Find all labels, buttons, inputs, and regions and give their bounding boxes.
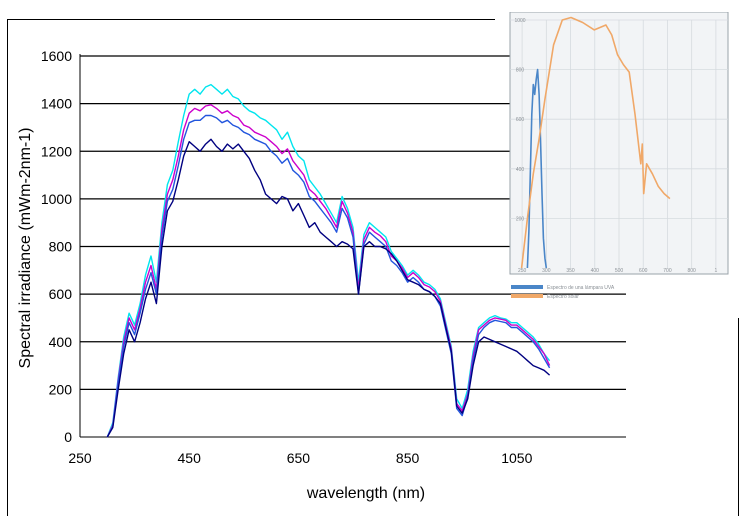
inset-legend: Espectro de una lámpara UVA Espectro sola…: [511, 285, 615, 300]
inset-series-line-1: [526, 68, 548, 269]
y-tick-label: 1200: [41, 143, 72, 159]
frame-right-border: [738, 318, 739, 516]
inset-y-tick-label: 600: [516, 117, 525, 123]
x-tick-label: 850: [396, 450, 420, 466]
inset-x-tick-label: 500: [615, 268, 624, 274]
frame-left-border: [7, 19, 8, 516]
inset-x-tick-label: 700: [663, 268, 672, 274]
series-line-4: [106, 138, 551, 438]
main-gridlines: [80, 55, 626, 390]
inset-legend-swatch: [511, 294, 543, 298]
series-line-3: [106, 114, 551, 438]
series-line-1: [106, 83, 551, 438]
x-tick-label: 1050: [501, 450, 532, 466]
inset-y-tick-label: 800: [516, 68, 525, 74]
inset-series-group: [520, 16, 671, 269]
inset-y-tick-label: 200: [516, 216, 525, 222]
y-tick-label: 600: [49, 286, 73, 302]
main-series-group: [106, 83, 551, 438]
inset-x-tick-label: 250: [518, 268, 527, 274]
y-tick-label: 1000: [41, 191, 72, 207]
y-tick-label: 1400: [41, 96, 72, 112]
inset-legend-label: Espectro de una lámpara UVA: [547, 285, 615, 291]
inset-x-tick-label: 400: [591, 268, 600, 274]
inset-legend-swatch: [511, 285, 543, 289]
inset-series-line-2: [520, 16, 671, 269]
y-tick-label: 0: [64, 429, 72, 445]
y-tick-label: 1600: [41, 48, 72, 64]
inset-x-tick-labels: 250 300 350 400 500 600 700 800 1: [518, 268, 718, 274]
inset-x-tick-label: 800: [687, 268, 696, 274]
x-tick-label: 250: [68, 450, 92, 466]
x-tick-label: 450: [178, 450, 202, 466]
y-tick-label: 400: [49, 334, 73, 350]
x-tick-label: 650: [287, 450, 311, 466]
inset-legend-label: Espectro solar: [547, 294, 579, 300]
inset-x-tick-label: 300: [542, 268, 551, 274]
y-tick-label: 200: [49, 381, 73, 397]
main-y-tick-labels: 0 200 400 600 800 1000 1200 1400 1600: [41, 48, 72, 445]
series-line-2: [106, 104, 551, 438]
y-tick-label: 800: [49, 239, 73, 255]
main-x-tick-labels: 250 450 650 850 1050: [68, 450, 532, 466]
x-axis-label: wavelength (nm): [306, 485, 425, 502]
inset-x-tick-label: 350: [566, 268, 575, 274]
inset-x-tick-label: 1: [714, 268, 717, 274]
inset-y-tick-label: 1000: [514, 18, 525, 24]
main-axes: [79, 54, 626, 438]
inset-y-tick-label: 400: [516, 167, 525, 173]
y-axis-label: Spectral irradiance (mWm-2nm-1): [17, 128, 34, 369]
inset-gridlines: [510, 19, 728, 268]
inset-x-tick-label: 600: [639, 268, 648, 274]
inset-spectrum-chart: 200 400 600 800 1000 250 300 350 400 500 600 700 80…: [509, 12, 729, 300]
frame-top-border: [7, 19, 495, 20]
inset-y-tick-labels: 200 400 600 800 1000: [514, 18, 525, 222]
